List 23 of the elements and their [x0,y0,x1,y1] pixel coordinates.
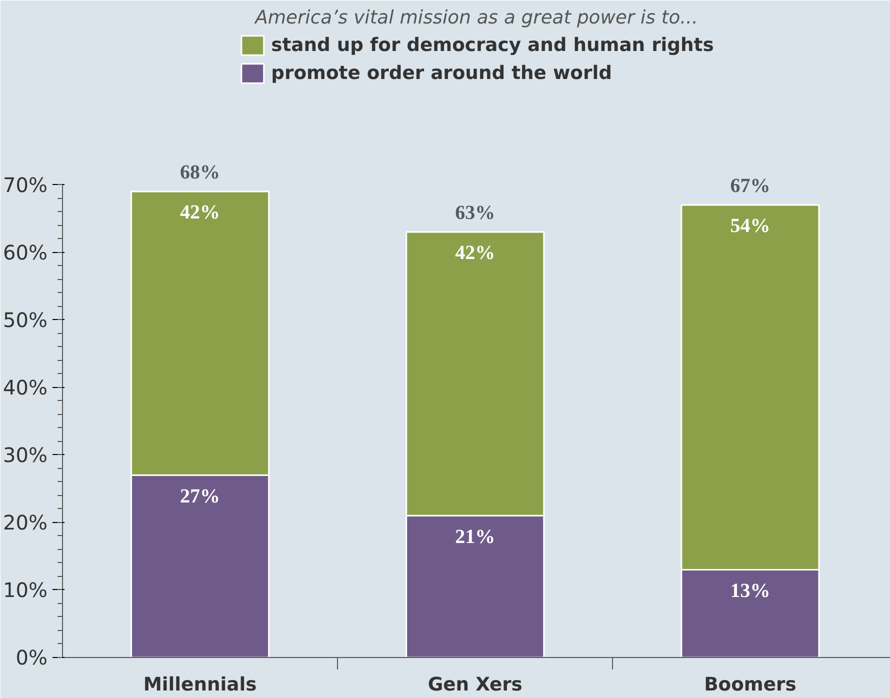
legend-label: promote order around the world [271,62,612,84]
legend-label: stand up for democracy and human rights [271,34,714,56]
y-tick-label: 20% [3,510,48,534]
data-label: 27% [180,485,220,508]
data-label: 21% [455,526,496,548]
y-tick-label: 0% [16,646,48,670]
y-tick-label: 70% [3,172,48,197]
y-tick-label: 40% [3,375,48,400]
total-label: 67% [730,174,770,197]
total-label: 63% [455,202,496,224]
x-tick-label: Boomers [704,674,796,696]
data-label: 54% [730,215,770,238]
y-tick-label: 10% [3,578,48,602]
y-tick-label: 30% [3,442,48,467]
x-tick-label: Millennials [143,674,257,696]
data-label: 42% [455,242,496,264]
total-label: 68% [180,161,220,184]
x-tick-label: Gen Xers [428,674,522,696]
y-tick-label: 50% [3,308,48,332]
y-tick-label: 60% [3,240,48,264]
data-label: 13% [730,580,770,602]
data-label: 42% [180,202,220,224]
chart-title: America’s vital mission as a great power is to... [254,8,698,28]
